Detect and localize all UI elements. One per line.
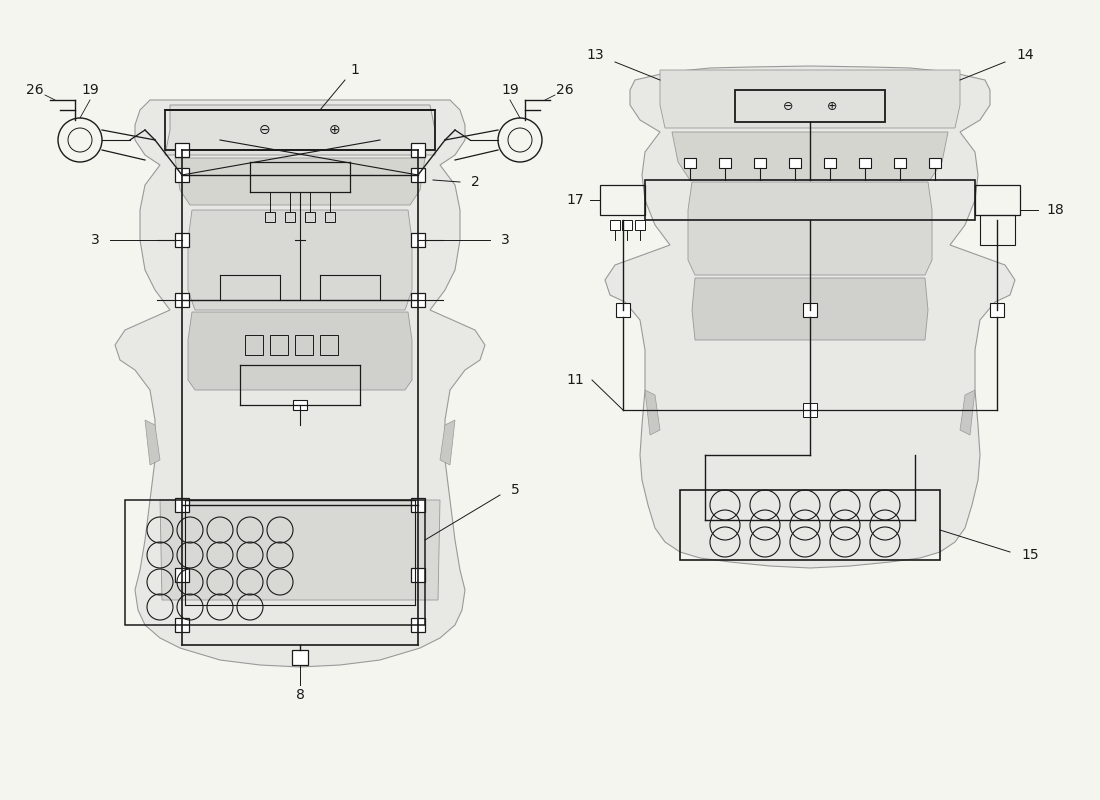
Polygon shape (610, 220, 620, 230)
Polygon shape (292, 650, 308, 665)
Polygon shape (660, 70, 960, 128)
Text: 2: 2 (471, 175, 480, 189)
Polygon shape (175, 158, 425, 205)
Polygon shape (616, 303, 630, 317)
Polygon shape (635, 220, 645, 230)
Polygon shape (411, 293, 425, 307)
Text: ⊕: ⊕ (329, 123, 341, 137)
Polygon shape (803, 403, 817, 417)
Polygon shape (411, 618, 425, 632)
Text: 3: 3 (90, 233, 99, 247)
Text: 14: 14 (1016, 48, 1034, 62)
Polygon shape (411, 498, 425, 512)
Text: 15: 15 (1021, 548, 1038, 562)
Text: 19: 19 (502, 83, 519, 97)
Text: 1: 1 (351, 63, 360, 77)
Polygon shape (411, 568, 425, 582)
Polygon shape (188, 210, 412, 310)
Text: 26: 26 (26, 83, 44, 97)
Polygon shape (145, 420, 160, 465)
Polygon shape (175, 498, 189, 512)
Text: ⊖: ⊖ (260, 123, 271, 137)
Polygon shape (175, 618, 189, 632)
Polygon shape (960, 390, 975, 435)
Polygon shape (719, 158, 732, 168)
Polygon shape (160, 500, 440, 600)
Polygon shape (692, 278, 928, 340)
Polygon shape (605, 66, 1015, 568)
Polygon shape (789, 158, 801, 168)
Text: 11: 11 (566, 373, 584, 387)
Text: 17: 17 (566, 193, 584, 207)
Polygon shape (824, 158, 836, 168)
Text: 8: 8 (296, 688, 305, 702)
Polygon shape (165, 105, 434, 155)
Text: 3: 3 (500, 233, 509, 247)
Polygon shape (411, 168, 425, 182)
Polygon shape (990, 303, 1004, 317)
Polygon shape (175, 168, 189, 182)
Polygon shape (930, 158, 940, 168)
Polygon shape (116, 100, 485, 667)
Text: 26: 26 (557, 83, 574, 97)
Text: ⊕: ⊕ (827, 99, 837, 113)
Polygon shape (411, 143, 425, 157)
Polygon shape (645, 390, 660, 435)
Text: 19: 19 (81, 83, 99, 97)
Text: 18: 18 (1046, 203, 1064, 217)
Polygon shape (175, 568, 189, 582)
Polygon shape (293, 400, 307, 410)
Text: 13: 13 (586, 48, 604, 62)
Polygon shape (411, 233, 425, 247)
Polygon shape (688, 182, 932, 275)
Polygon shape (894, 158, 906, 168)
Text: 5: 5 (510, 483, 519, 497)
Polygon shape (175, 143, 189, 157)
Polygon shape (621, 220, 632, 230)
Polygon shape (803, 303, 817, 317)
Polygon shape (188, 312, 412, 390)
Polygon shape (684, 158, 696, 168)
Polygon shape (859, 158, 871, 168)
Polygon shape (175, 233, 189, 247)
Polygon shape (440, 420, 455, 465)
Text: ⊖: ⊖ (783, 99, 793, 113)
Polygon shape (754, 158, 766, 168)
Polygon shape (672, 132, 948, 180)
Polygon shape (175, 293, 189, 307)
